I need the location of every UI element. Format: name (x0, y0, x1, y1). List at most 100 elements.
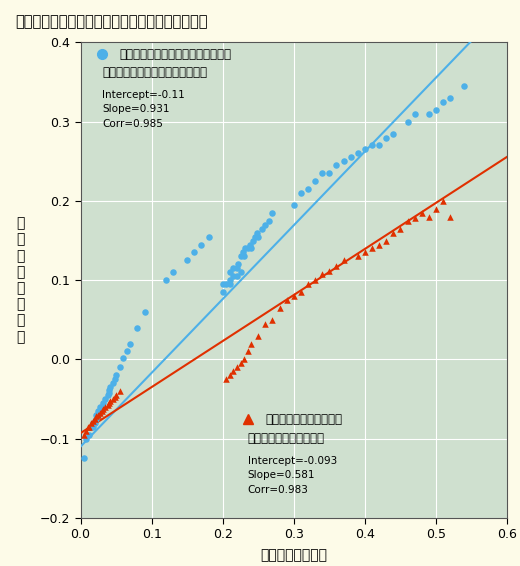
Point (425, 109, 433, 118)
Point (90, 414, 99, 423)
Text: 図２　結婚による離職率：大都市部と日本海各県: 図２ 結婚による離職率：大都市部と日本海各県 (16, 14, 208, 29)
Point (85, 422, 93, 431)
Point (218, 288, 227, 297)
Point (133, 323, 141, 332)
Point (247, 244, 255, 253)
Point (222, 280, 230, 289)
Point (94, 406, 102, 415)
Point (82, 426, 90, 435)
Point (106, 396, 114, 405)
Point (96, 402, 105, 411)
Point (340, 256, 348, 265)
Point (368, 244, 376, 253)
Point (222, 375, 230, 384)
Text: Corr=0.983: Corr=0.983 (248, 484, 308, 495)
Point (240, 252, 248, 261)
Point (247, 339, 255, 348)
Point (261, 220, 269, 229)
Point (410, 109, 419, 118)
Point (115, 363, 124, 372)
Point (197, 240, 205, 249)
Point (101, 402, 110, 411)
Point (234, 260, 242, 269)
Point (318, 169, 327, 178)
Point (368, 141, 376, 150)
Point (297, 188, 305, 198)
Point (265, 216, 273, 225)
Point (80, 454, 88, 463)
Point (396, 224, 405, 233)
Point (251, 232, 259, 241)
Point (236, 252, 245, 261)
Point (126, 339, 135, 348)
Point (290, 200, 298, 209)
Point (375, 141, 383, 150)
Point (90, 418, 99, 427)
Point (282, 295, 291, 305)
Point (85, 430, 93, 439)
Point (236, 359, 245, 368)
Point (340, 157, 348, 166)
Point (108, 395, 116, 404)
Point (354, 149, 362, 158)
Point (89, 417, 98, 426)
Text: Slope=0.931: Slope=0.931 (102, 104, 170, 114)
Point (311, 276, 319, 285)
Point (261, 319, 269, 328)
Text: 山形県　富山県　石川県: 山形県 富山県 石川県 (265, 413, 342, 426)
Point (439, 196, 447, 205)
Text: 埼玉県　千葉県　東京都　神奈川県: 埼玉県 千葉県 東京都 神奈川県 (120, 48, 232, 61)
Point (233, 363, 241, 372)
Point (226, 268, 234, 277)
Point (268, 315, 277, 324)
Point (111, 375, 119, 384)
Point (94, 410, 102, 419)
Point (94, 410, 102, 419)
Point (418, 208, 426, 217)
Point (245, 240, 254, 249)
Point (361, 145, 369, 154)
Point (354, 252, 362, 261)
Point (410, 214, 419, 223)
Point (80, 430, 88, 439)
Text: Intercept=-0.093: Intercept=-0.093 (248, 456, 337, 466)
Point (89, 418, 98, 427)
Point (105, 398, 113, 408)
Text: 京都府　大阪府　兵庫県　奈良県: 京都府 大阪府 兵庫県 奈良県 (102, 66, 207, 79)
Point (297, 288, 305, 297)
Point (190, 248, 199, 257)
Point (325, 266, 333, 275)
Point (98, 406, 106, 415)
Point (425, 212, 433, 221)
Point (92, 414, 100, 423)
Point (432, 105, 440, 114)
Point (432, 204, 440, 213)
Point (106, 383, 114, 392)
Text: Corr=0.985: Corr=0.985 (102, 118, 163, 128)
Point (101, 395, 110, 404)
Point (169, 268, 177, 277)
Point (218, 280, 227, 289)
X-axis label: 結婚した人の割合: 結婚した人の割合 (261, 548, 327, 562)
Point (404, 216, 412, 225)
Point (229, 264, 238, 273)
Point (123, 347, 131, 356)
Point (311, 177, 319, 186)
Point (108, 379, 116, 388)
Point (105, 385, 113, 394)
Point (382, 236, 391, 245)
Point (239, 248, 247, 257)
Point (229, 272, 238, 281)
Point (103, 391, 112, 400)
Point (183, 256, 191, 265)
Point (254, 331, 263, 340)
Point (233, 264, 241, 273)
Point (325, 169, 333, 178)
Point (389, 228, 397, 237)
Point (119, 353, 127, 362)
Point (112, 391, 120, 400)
Point (98, 402, 106, 411)
Point (304, 185, 312, 194)
Text: Slope=0.581: Slope=0.581 (248, 470, 315, 481)
Point (361, 248, 369, 257)
